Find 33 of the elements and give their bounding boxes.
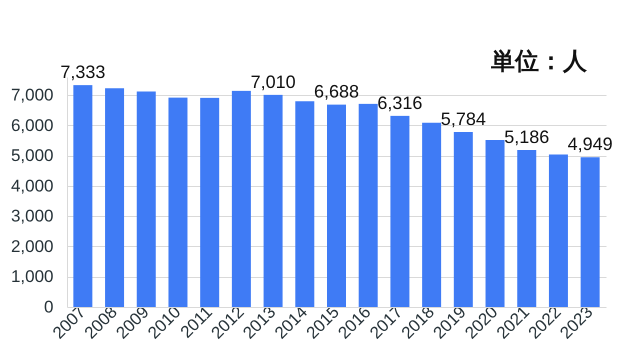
y-tick-label: 4,000 <box>10 176 54 196</box>
bar <box>136 92 156 307</box>
data-label: 7,010 <box>250 72 296 92</box>
bar <box>454 132 473 307</box>
data-label: 7,333 <box>60 62 106 82</box>
bar <box>548 154 568 307</box>
y-tick-label: 7,000 <box>10 86 54 105</box>
bar <box>200 98 220 307</box>
data-label: 6,688 <box>314 82 360 102</box>
bar <box>390 116 410 307</box>
bar <box>327 104 346 307</box>
bar <box>486 140 505 307</box>
data-label: 5,784 <box>440 108 486 129</box>
bar <box>73 85 92 307</box>
bar <box>232 90 251 307</box>
bar <box>422 122 442 307</box>
bar <box>517 150 536 307</box>
bar <box>168 98 188 307</box>
y-tick-label: 1,000 <box>10 267 54 286</box>
bar <box>105 88 124 307</box>
data-label: 6,316 <box>377 92 422 113</box>
bar <box>264 94 283 307</box>
data-label: 4,949 <box>568 134 613 154</box>
bar <box>580 157 600 307</box>
y-tick-label: 6,000 <box>10 116 54 135</box>
data-label: 5,186 <box>504 127 550 148</box>
y-tick-label: 0 <box>44 298 54 316</box>
bar <box>295 101 314 307</box>
y-tick-label: 5,000 <box>10 146 54 166</box>
bar <box>358 104 378 307</box>
text: 単位：人 <box>490 47 588 75</box>
y-tick-label: 2,000 <box>10 236 54 256</box>
y-tick-label: 3,000 <box>10 206 54 226</box>
